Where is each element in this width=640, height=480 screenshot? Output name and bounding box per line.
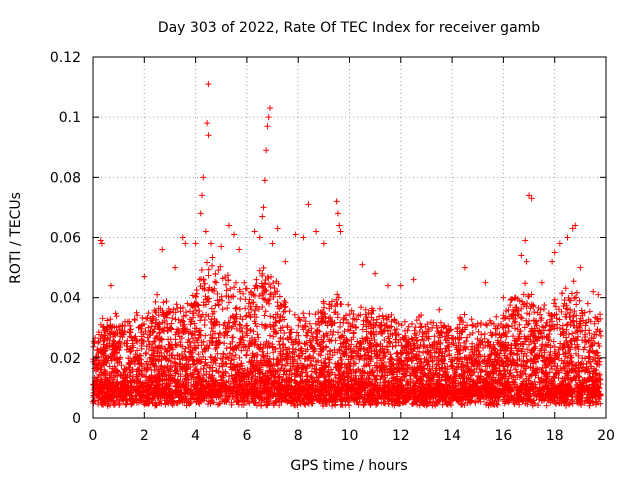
x-tick-label: 8 bbox=[294, 428, 303, 444]
y-tick-label: 0 bbox=[72, 411, 81, 427]
roti-point bbox=[337, 228, 344, 235]
roti-point bbox=[436, 306, 443, 313]
y-tick-label: 0.02 bbox=[50, 351, 81, 367]
roti-point bbox=[313, 228, 320, 235]
x-tick-labels: 0 2 4 6 8 10 12 14 16 18 20 bbox=[89, 428, 615, 444]
x-tick-label: 2 bbox=[140, 428, 149, 444]
roti-point bbox=[179, 234, 186, 241]
data-points bbox=[90, 81, 604, 409]
roti-point bbox=[266, 105, 273, 112]
roti-point bbox=[231, 231, 238, 238]
x-axis-title: GPS time / hours bbox=[290, 458, 407, 474]
roti-point bbox=[133, 309, 140, 316]
roti-point bbox=[334, 210, 341, 217]
roti-point bbox=[372, 270, 379, 277]
roti-point bbox=[305, 201, 312, 208]
roti-point bbox=[263, 147, 270, 154]
roti-point bbox=[107, 282, 114, 289]
x-tick-label: 6 bbox=[242, 428, 251, 444]
roti-point bbox=[410, 276, 417, 283]
roti-point bbox=[282, 258, 289, 265]
roti-point bbox=[251, 228, 258, 235]
roti-point bbox=[218, 243, 225, 250]
y-tick-labels: 0 0.02 0.04 0.06 0.08 0.1 0.12 bbox=[50, 50, 81, 427]
roti-point bbox=[397, 282, 404, 289]
x-tick-label: 0 bbox=[89, 428, 98, 444]
roti-point bbox=[523, 258, 530, 265]
roti-point bbox=[256, 234, 263, 241]
x-tick-label: 10 bbox=[341, 428, 359, 444]
roti-point bbox=[359, 261, 366, 268]
roti-point bbox=[205, 81, 212, 88]
roti-point bbox=[98, 240, 105, 247]
roti-point bbox=[333, 198, 340, 205]
roti-point bbox=[572, 222, 579, 229]
roti-point bbox=[97, 237, 104, 244]
roti-point bbox=[564, 234, 571, 241]
roti-point bbox=[549, 258, 556, 265]
y-tick-label: 0.1 bbox=[59, 110, 81, 126]
roti-point bbox=[264, 123, 271, 130]
roti-point bbox=[269, 240, 276, 247]
roti-point bbox=[292, 231, 299, 238]
roti-point bbox=[261, 177, 268, 184]
roti-point bbox=[236, 246, 243, 253]
roti-point bbox=[243, 285, 250, 292]
roti-point bbox=[522, 237, 529, 244]
roti-point bbox=[159, 246, 166, 253]
roti-point bbox=[300, 234, 307, 241]
x-tick-label: 20 bbox=[597, 428, 615, 444]
roti-points-dense bbox=[90, 254, 604, 409]
roti-point bbox=[192, 240, 199, 247]
roti-point bbox=[569, 225, 576, 232]
roti-point bbox=[141, 273, 148, 280]
roti-point bbox=[207, 240, 214, 247]
roti-point bbox=[202, 228, 209, 235]
y-tick-label: 0.04 bbox=[50, 291, 81, 307]
roti-point bbox=[482, 279, 489, 286]
roti-point bbox=[274, 225, 281, 232]
roti-point bbox=[265, 114, 272, 121]
roti-point bbox=[577, 264, 584, 271]
roti-point bbox=[528, 195, 535, 202]
roti-point bbox=[556, 240, 563, 247]
roti-point bbox=[204, 120, 211, 127]
roti-point bbox=[172, 264, 179, 271]
roti-point bbox=[538, 279, 545, 286]
x-tick-label: 12 bbox=[392, 428, 410, 444]
y-tick-label: 0.12 bbox=[50, 50, 81, 66]
x-tick-label: 16 bbox=[494, 428, 512, 444]
roti-point bbox=[225, 222, 232, 229]
roti-point bbox=[182, 240, 189, 247]
roti-point bbox=[197, 210, 204, 217]
roti-point bbox=[384, 282, 391, 289]
x-tick-label: 14 bbox=[443, 428, 461, 444]
roti-point bbox=[551, 249, 558, 256]
roti-point bbox=[260, 204, 267, 211]
roti-point bbox=[199, 192, 206, 199]
chart-title: Day 303 of 2022, Rate Of TEC Index for r… bbox=[158, 20, 540, 36]
roti-point bbox=[526, 192, 533, 199]
roti-point bbox=[461, 264, 468, 271]
roti-point bbox=[200, 174, 207, 181]
roti-point bbox=[259, 213, 266, 220]
y-tick-label: 0.08 bbox=[50, 170, 81, 186]
x-tick-label: 4 bbox=[191, 428, 200, 444]
roti-point bbox=[590, 288, 597, 295]
roti-point bbox=[205, 132, 212, 139]
y-tick-label: 0.06 bbox=[50, 231, 81, 247]
roti-point bbox=[320, 240, 327, 247]
roti-point bbox=[595, 291, 602, 298]
x-tick-label: 18 bbox=[546, 428, 564, 444]
roti-point bbox=[154, 291, 161, 298]
roti-point bbox=[336, 222, 343, 229]
axis-ticks bbox=[92, 56, 607, 419]
y-axis-title: ROTI / TECUs bbox=[8, 192, 24, 284]
roti-point bbox=[518, 252, 525, 259]
roti-point bbox=[500, 294, 507, 301]
